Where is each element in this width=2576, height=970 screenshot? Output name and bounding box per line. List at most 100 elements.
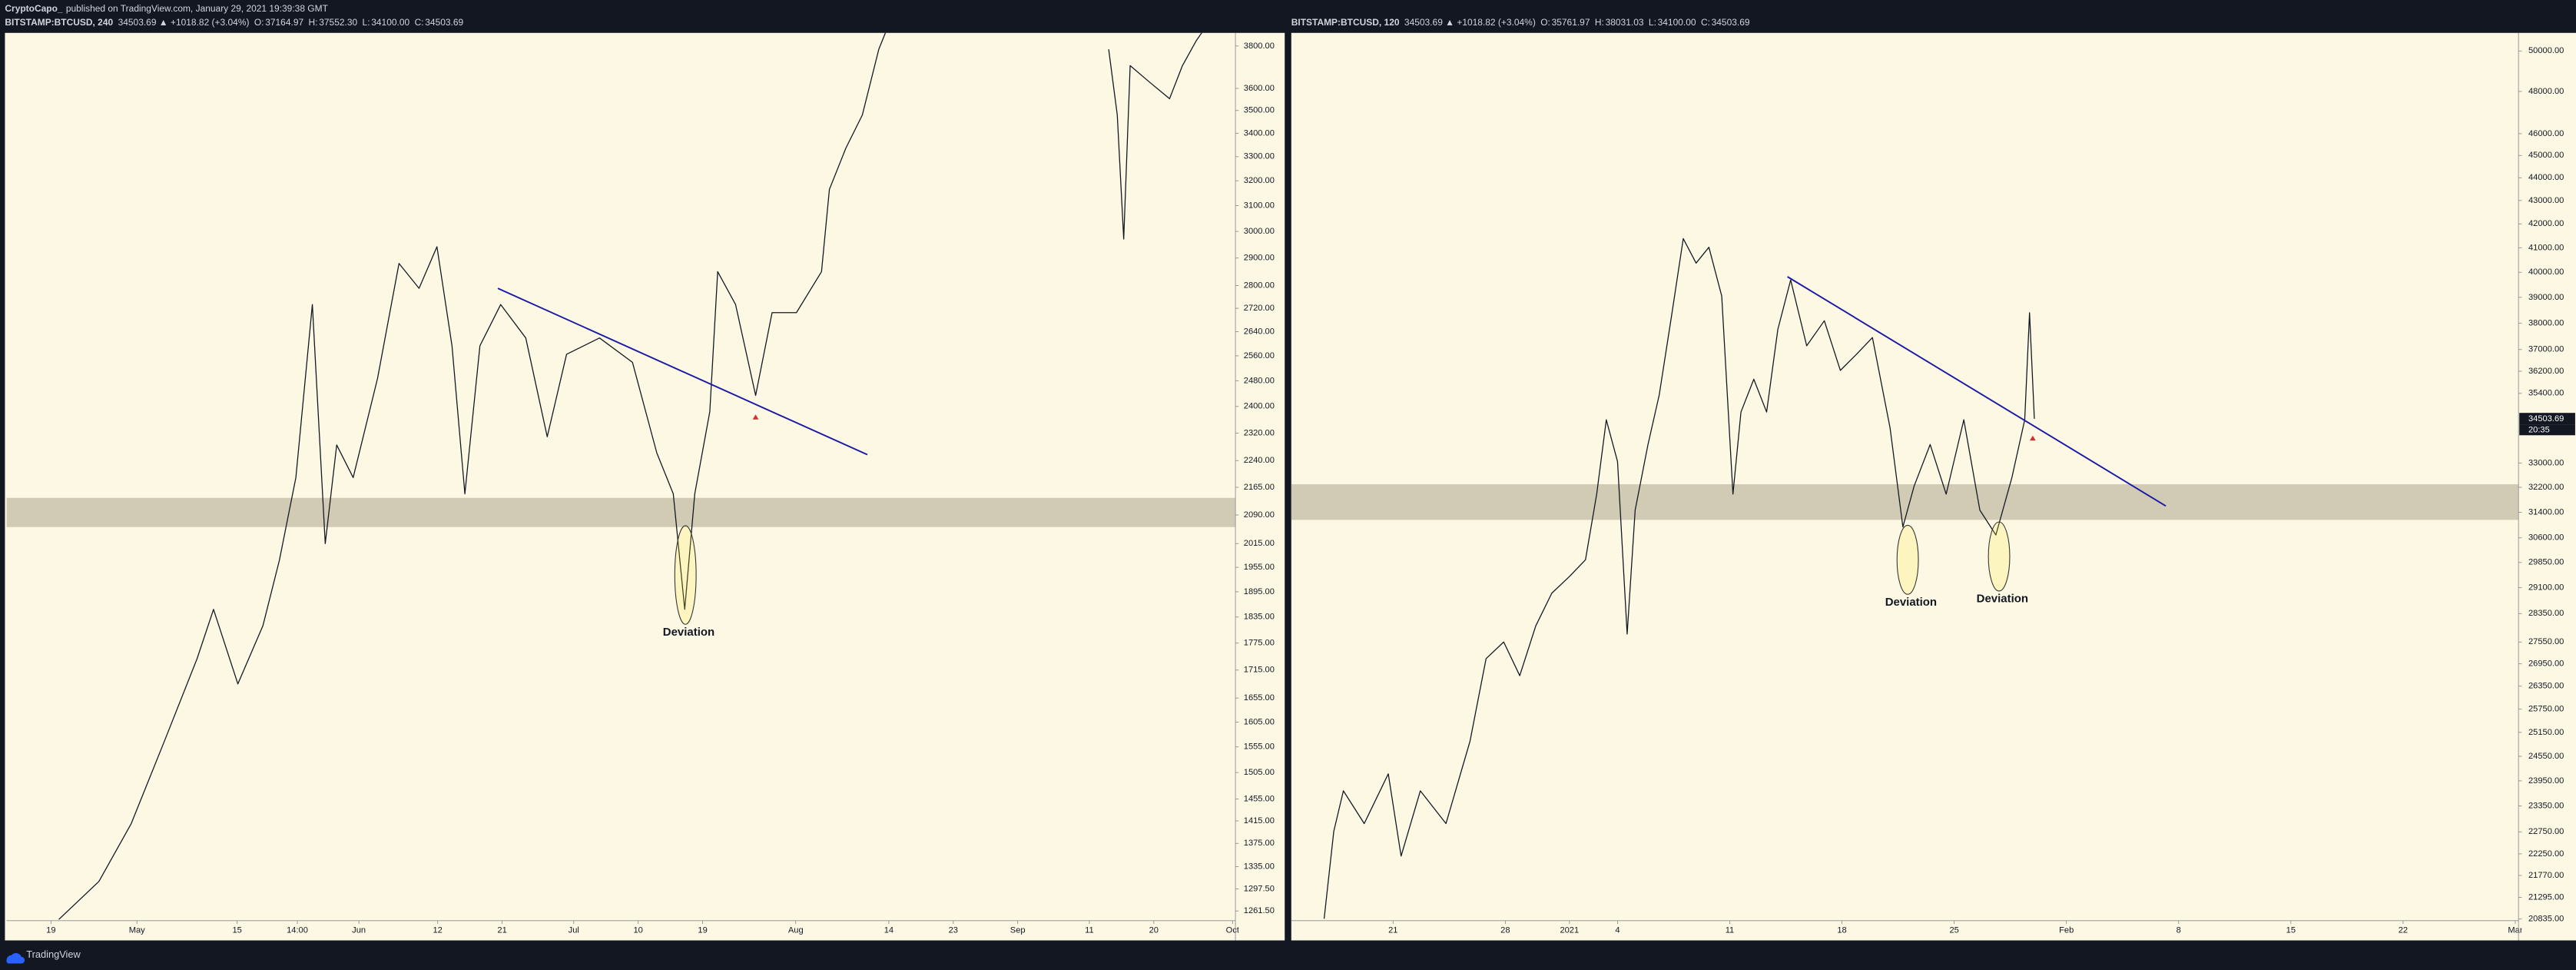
plot-area: Deviation Deviation: [1291, 238, 2519, 919]
ohlc-value: 34100.00: [371, 17, 409, 28]
y-tick-label: 3800.00: [1244, 42, 1275, 51]
x-tick-label: Jul: [569, 926, 579, 935]
ohlc-value: 37164.97: [265, 17, 303, 28]
y-tick-label: 41000.00: [2528, 243, 2564, 252]
x-tick-label: 11: [1085, 926, 1094, 935]
y-tick-label: 22750.00: [2528, 827, 2564, 836]
y-tick-label: 27550.00: [2528, 637, 2564, 646]
y-tick-label: 26350.00: [2528, 682, 2564, 691]
y-tick-label: 40000.00: [2528, 267, 2564, 277]
y-tick-label: 3100.00: [1244, 201, 1275, 211]
deviation-ellipse: [674, 525, 697, 625]
y-tick-label: 24550.00: [2528, 752, 2564, 761]
x-tick-label: 4: [1615, 926, 1620, 935]
price-change: 34503.69 ▲ +1018.82 (+3.04%): [118, 17, 250, 28]
x-tick-label: 22: [2399, 926, 2408, 935]
y-tick-label: 1655.00: [1244, 693, 1275, 703]
y-tick-label: 39000.00: [2528, 293, 2564, 302]
author: CryptoCapo_: [5, 3, 62, 14]
y-tick-label: 29850.00: [2528, 558, 2564, 567]
x-tick-label: May: [129, 926, 145, 935]
y-tick-label: 1415.00: [1244, 816, 1275, 825]
y-tick-label: 33000.00: [2528, 458, 2564, 467]
ohlc-value: 35761.97: [1552, 17, 1590, 28]
y-tick-label: 2900.00: [1244, 254, 1275, 263]
y-tick-label: 3300.00: [1244, 152, 1275, 161]
tradingview-logo: [6, 952, 25, 964]
y-tick-label: 1505.00: [1244, 768, 1275, 777]
y-tick-label: 48000.00: [2528, 87, 2564, 96]
y-tick-label: 29100.00: [2528, 583, 2564, 593]
y-tick-label: 3000.00: [1244, 227, 1275, 236]
y-tick-label: 1895.00: [1244, 587, 1275, 596]
ohlc-value: 37552.30: [319, 17, 357, 28]
symbol-title: BITSTAMP:BTCUSD, 240: [5, 17, 113, 28]
trendline: [497, 287, 868, 456]
x-tick-label: 25: [1949, 926, 1958, 935]
x-tick-label: 14: [884, 926, 893, 935]
y-tick-label: 1261.50: [1244, 906, 1275, 915]
y-tick-label: 25150.00: [2528, 728, 2564, 737]
y-tick-label: 1835.00: [1244, 613, 1275, 622]
y-tick-label: 1297.50: [1244, 884, 1275, 893]
left-pane: [5, 32, 1285, 941]
y-tick-label: 31400.00: [2528, 507, 2564, 517]
x-tick-label: 21: [1388, 926, 1397, 935]
ohlc-label: O:: [254, 17, 264, 28]
x-tick-label: Aug: [788, 926, 804, 935]
y-tick-label: 21295.00: [2528, 892, 2564, 902]
x-tick-label: 20: [1149, 926, 1159, 935]
y-tick-label: 2400.00: [1244, 402, 1275, 411]
y-tick-label: 2800.00: [1244, 281, 1275, 290]
y-tick-label: 3600.00: [1244, 84, 1275, 93]
y-tick-label: 2090.00: [1244, 510, 1275, 520]
y-tick-label: 23350.00: [2528, 802, 2564, 811]
last-price: 34503.69: [2528, 414, 2564, 424]
y-tick-label: 1455.00: [1244, 795, 1275, 804]
x-tick-label: Feb: [2059, 926, 2074, 935]
plot-area: Deviation: [6, 32, 1236, 920]
ohlc-label: O:: [1540, 17, 1550, 28]
y-tick-label: 2640.00: [1244, 327, 1275, 336]
y-tick-label: 2015.00: [1244, 539, 1275, 548]
y-tick-label: 1555.00: [1244, 742, 1275, 752]
y-tick-label: 35400.00: [2528, 389, 2564, 398]
y-tick-label: 30600.00: [2528, 533, 2564, 543]
marker: [752, 414, 759, 420]
y-tick-label: 25750.00: [2528, 704, 2564, 713]
y-tick-label: 37000.00: [2528, 345, 2564, 354]
ohlc-label: C:: [1701, 17, 1710, 28]
price-line: [58, 32, 1202, 920]
brand: TradingView: [26, 948, 81, 960]
annotation: Deviation: [1977, 593, 2028, 606]
y-tick-label: 50000.00: [2528, 46, 2564, 55]
ohlc-label: C:: [415, 17, 424, 28]
x-tick-label: 12: [433, 926, 443, 935]
x-tick-label: Jun: [352, 926, 366, 935]
ohlc-value: 34100.00: [1658, 17, 1696, 28]
y-tick-label: 3400.00: [1244, 128, 1275, 138]
published: published on TradingView.com, January 29…: [66, 3, 329, 14]
x-tick-label: 23: [949, 926, 958, 935]
countdown-box: [2519, 424, 2575, 436]
y-tick-label: 26950.00: [2528, 659, 2564, 669]
ohlc-value: 34503.69: [1712, 17, 1750, 28]
x-tick-label: 18: [1837, 926, 1846, 935]
ohlc-value: 38031.03: [1606, 17, 1644, 28]
countdown: 20:35: [2528, 425, 2550, 434]
y-tick-label: 38000.00: [2528, 318, 2564, 327]
marker: [2030, 435, 2036, 441]
x-tick-label: 19: [46, 926, 55, 935]
symbol-title: BITSTAMP:BTCUSD, 120: [1291, 17, 1400, 28]
y-tick-label: 2240.00: [1244, 456, 1275, 465]
support-zone: [6, 497, 1236, 527]
y-tick-label: 45000.00: [2528, 151, 2564, 160]
x-tick-label: 8: [2177, 926, 2181, 935]
y-tick-label: 23950.00: [2528, 776, 2564, 786]
x-tick-label: 2021: [1560, 926, 1579, 935]
y-tick-label: 1605.00: [1244, 717, 1275, 726]
y-tick-label: 22250.00: [2528, 849, 2564, 859]
ohlc-label: H:: [1595, 17, 1604, 28]
x-tick-label: 15: [2286, 926, 2296, 935]
